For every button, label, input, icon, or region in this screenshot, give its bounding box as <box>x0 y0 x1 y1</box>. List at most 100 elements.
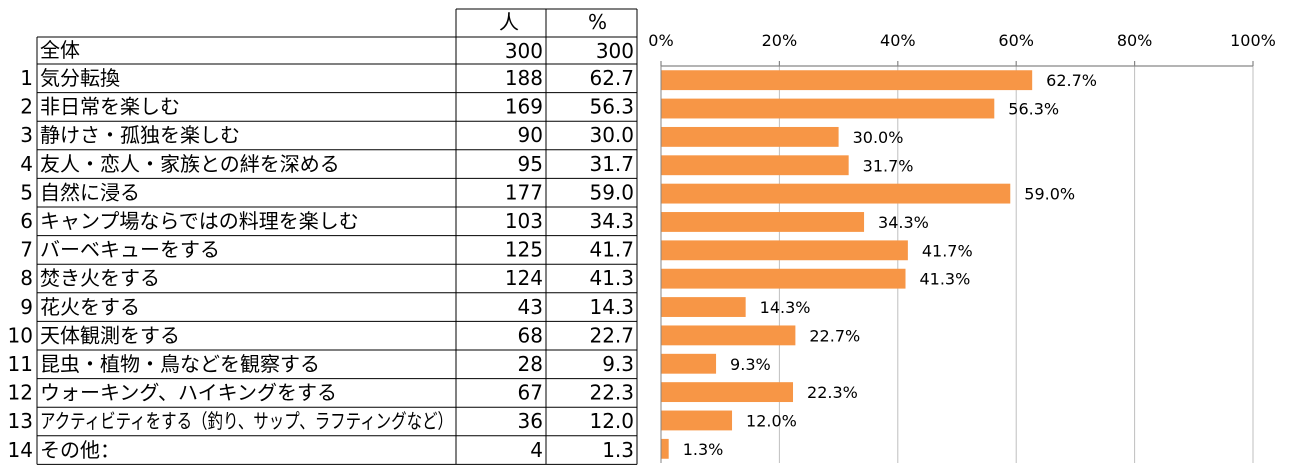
bar-data-label: 12.0% <box>746 411 797 430</box>
row-count: 177 <box>505 180 543 204</box>
table-row: 13 アクティビティをする（釣り、サップ、ラフティングなど） 36 12.0 <box>8 409 634 433</box>
bar-data-label: 41.3% <box>919 270 970 289</box>
row-count: 169 <box>505 95 543 119</box>
row-label: 友人・恋人・家族との絆を深める <box>40 152 340 176</box>
row-number: 6 <box>20 209 33 233</box>
x-tick-label: 0% <box>648 31 673 50</box>
row-number: 2 <box>20 95 33 119</box>
x-tick-label: 60% <box>998 31 1034 50</box>
table-row: 12 ウォーキング、ハイキングをする 67 22.3 <box>8 381 634 405</box>
row-count: 125 <box>505 238 543 262</box>
header-count: 人 <box>499 10 519 34</box>
x-tick-label: 40% <box>880 31 916 50</box>
row-number: 9 <box>20 295 33 319</box>
row-label: 焚き火をする <box>40 266 160 290</box>
x-tick-label: 20% <box>762 31 798 50</box>
table-row: 5 自然に浸る 177 59.0 <box>20 180 634 204</box>
row-label: 静けさ・孤独を楽しむ <box>40 123 240 147</box>
row-label: ウォーキング、ハイキングをする <box>40 381 337 405</box>
row-label: 非日常を楽しむ <box>40 95 180 119</box>
total-count: 300 <box>505 39 543 63</box>
bar-data-label: 56.3% <box>1008 100 1059 119</box>
table-row: 7 バーベキューをする 125 41.7 <box>20 238 634 262</box>
row-count: 124 <box>505 266 543 290</box>
bar-data-label: 62.7% <box>1046 71 1097 90</box>
bar-data-label: 31.7% <box>863 156 914 175</box>
data-table: 人 % 全体 300 300 1 気分転換 188 62.7 2 非日常を楽しむ 169 56.3 3 静け… <box>8 8 638 465</box>
row-label: アクティビティをする（釣り、サップ、ラフティングなど） <box>40 409 453 433</box>
row-count: 188 <box>505 66 543 90</box>
row-label: 花火をする <box>40 295 140 319</box>
table-row: 14 その他： 4 1.3 <box>8 438 634 462</box>
table-row: 1 気分転換 188 62.7 <box>20 66 634 90</box>
row-label: 昆虫・植物・鳥などを観察する <box>40 352 320 376</box>
table-row: 2 非日常を楽しむ 169 56.3 <box>20 95 634 119</box>
row-number: 7 <box>20 238 33 262</box>
bar-data-label: 1.3% <box>683 440 724 459</box>
table-row: 8 焚き火をする 124 41.3 <box>20 266 634 290</box>
row-percent: 12.0 <box>589 409 634 433</box>
bar <box>661 70 1033 91</box>
row-number: 4 <box>20 152 33 176</box>
header-percent: % <box>588 10 607 34</box>
row-number: 13 <box>8 409 33 433</box>
row-percent: 9.3 <box>602 352 634 376</box>
row-count: 103 <box>505 209 543 233</box>
bar <box>661 240 908 261</box>
bar <box>661 98 995 119</box>
x-tick-label: 80% <box>1117 31 1153 50</box>
row-number: 10 <box>8 323 33 347</box>
table-row: 4 友人・恋人・家族との絆を深める 95 31.7 <box>20 152 634 176</box>
row-count: 68 <box>518 323 543 347</box>
table-row: 11 昆虫・植物・鳥などを観察する 28 9.3 <box>8 352 634 376</box>
x-tick-label: 100% <box>1230 31 1276 50</box>
row-percent: 41.7 <box>589 238 634 262</box>
table-row: 3 静けさ・孤独を楽しむ 90 30.0 <box>20 123 634 147</box>
bar <box>661 382 794 403</box>
total-label: 全体 <box>40 38 80 62</box>
row-number: 8 <box>20 266 33 290</box>
row-percent: 56.3 <box>589 95 634 119</box>
table-row: 10 天体観測をする 68 22.7 <box>8 323 634 347</box>
row-label: その他： <box>40 438 120 462</box>
row-label: 気分転換 <box>40 66 120 90</box>
row-percent: 14.3 <box>589 295 634 319</box>
bar-data-label: 30.0% <box>853 128 904 147</box>
bar-data-label: 9.3% <box>730 355 771 374</box>
total-percent: 300 <box>596 39 634 63</box>
bar-data-label: 34.3% <box>878 213 929 232</box>
bar <box>661 212 865 232</box>
row-count: 36 <box>518 409 543 433</box>
row-percent: 31.7 <box>589 152 634 176</box>
bar <box>661 410 733 431</box>
bar-data-label: 14.3% <box>760 298 811 317</box>
row-percent: 22.3 <box>589 381 634 405</box>
table-grid <box>36 8 638 465</box>
row-label: 自然に浸る <box>40 180 140 204</box>
row-count: 67 <box>518 381 543 405</box>
row-count: 4 <box>530 438 543 462</box>
row-percent: 59.0 <box>589 180 634 204</box>
row-percent: 62.7 <box>589 66 634 90</box>
row-count: 28 <box>518 352 543 376</box>
row-number: 1 <box>20 66 33 90</box>
bar-data-label: 41.7% <box>922 241 973 260</box>
table-row: 9 花火をする 43 14.3 <box>20 295 634 319</box>
row-number: 14 <box>8 438 33 462</box>
row-number: 3 <box>20 123 33 147</box>
bar-data-label: 22.3% <box>807 383 858 402</box>
bar <box>661 325 796 346</box>
row-label: 天体観測をする <box>40 323 180 347</box>
row-label: バーベキューをする <box>40 238 220 262</box>
row-count: 90 <box>518 123 543 147</box>
row-count: 95 <box>518 152 543 176</box>
bar-data-label: 59.0% <box>1024 185 1075 204</box>
bar <box>661 155 849 176</box>
bar <box>661 297 746 317</box>
bar <box>661 353 717 374</box>
row-percent: 1.3 <box>602 438 634 462</box>
row-percent: 34.3 <box>589 209 634 233</box>
row-percent: 22.7 <box>589 323 634 347</box>
table-row: 6 キャンプ場ならではの料理を楽しむ 103 34.3 <box>20 209 634 233</box>
